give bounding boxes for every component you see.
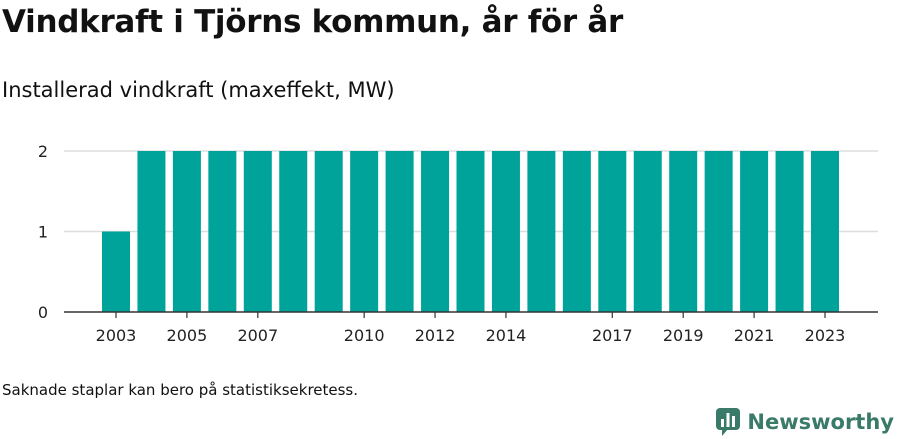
footnote: Saknade staplar kan bero på statistiksek… xyxy=(2,381,359,399)
brand-name: Newsworthy xyxy=(747,410,894,434)
bar-2006 xyxy=(208,151,237,312)
bar-2019 xyxy=(669,151,698,312)
bar-2013 xyxy=(456,151,485,312)
newsworthy-logo-icon xyxy=(716,408,741,436)
axes: 0 1 2 2003 2005 2007 2010 2012 2014 2017 2019 2021 2… xyxy=(38,142,878,345)
bar-2009 xyxy=(314,151,343,312)
x-tick-label: 2019 xyxy=(663,326,704,345)
bar-2008 xyxy=(279,151,308,312)
bar-2018 xyxy=(633,151,662,312)
x-tick-label: 2023 xyxy=(805,326,846,345)
chart-subtitle: Installerad vindkraft (maxeffekt, MW) xyxy=(2,78,395,102)
y-tick-label: 1 xyxy=(38,223,48,242)
bar-2004 xyxy=(137,151,166,312)
bar-2005 xyxy=(172,151,201,312)
bar-2017 xyxy=(598,151,627,312)
bar-2021 xyxy=(740,151,769,312)
bar-2022 xyxy=(775,151,804,312)
bar-2020 xyxy=(704,151,733,312)
bar-2023 xyxy=(811,151,839,312)
y-tick-label: 2 xyxy=(38,142,48,161)
bar-2010 xyxy=(350,151,379,312)
x-tick-label: 2012 xyxy=(415,326,456,345)
chart-title: Vindkraft i Tjörns kommun, år för år xyxy=(2,4,624,40)
x-tick-label: 2005 xyxy=(167,326,208,345)
x-tick-label: 2021 xyxy=(734,326,775,345)
bar-2014 xyxy=(491,151,520,312)
bar-2012 xyxy=(421,151,450,312)
x-tick-label: 2007 xyxy=(237,326,278,345)
bar-2007 xyxy=(243,151,272,312)
bar-2011 xyxy=(385,151,414,312)
bars xyxy=(102,151,839,312)
bar-2016 xyxy=(562,151,591,312)
bar-2003 xyxy=(102,231,130,312)
x-tick-label: 2010 xyxy=(344,326,385,345)
bar-chart: 0 1 2 2003 2005 2007 2010 2012 2014 2017 2019 2021 2… xyxy=(38,142,878,345)
x-tick-label: 2014 xyxy=(486,326,527,345)
brand-logo[interactable]: Newsworthy xyxy=(715,407,894,437)
x-tick-label: 2003 xyxy=(96,326,137,345)
x-tick-label: 2017 xyxy=(592,326,633,345)
bar-2015 xyxy=(527,151,556,312)
y-tick-label: 0 xyxy=(38,303,48,322)
